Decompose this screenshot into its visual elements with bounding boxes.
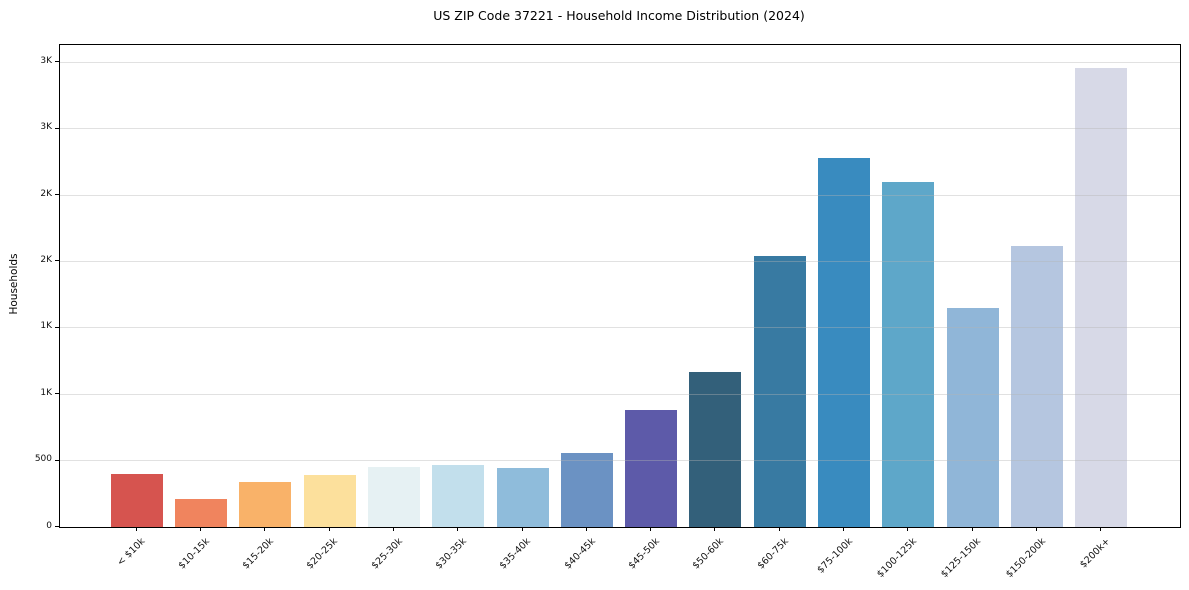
- x-tick-mark: [1035, 527, 1037, 531]
- bar: [239, 481, 292, 527]
- x-tick-mark: [1100, 527, 1102, 531]
- x-tick-label: $35-40k: [497, 536, 534, 572]
- x-tick-mark: [650, 527, 652, 531]
- x-tick-label: $50-60k: [690, 536, 727, 572]
- y-tick-mark: [55, 459, 59, 461]
- y-tick-mark: [55, 393, 59, 395]
- gridline: [60, 393, 1180, 395]
- x-tick-label: $10-15k: [176, 536, 212, 572]
- gridline: [60, 128, 1180, 130]
- bar: [1075, 68, 1128, 527]
- x-tick-mark: [392, 527, 394, 531]
- bar: [110, 473, 163, 527]
- gridline: [60, 460, 1180, 462]
- y-tick-mark: [55, 260, 59, 262]
- x-tick-mark: [585, 527, 587, 531]
- x-tick-label: $150-200k: [1003, 536, 1048, 581]
- bar: [175, 499, 227, 527]
- y-tick-label: 1K: [40, 321, 52, 332]
- x-tick-label: < $10k: [115, 536, 148, 569]
- chart-title: US ZIP Code 37221 - Household Income Dis…: [433, 8, 805, 23]
- bar: [303, 474, 356, 527]
- x-tick-label: $60-75k: [755, 536, 791, 572]
- x-tick-mark: [714, 527, 716, 531]
- x-tick-label: $25-30k: [369, 536, 405, 572]
- bar: [1010, 246, 1063, 527]
- x-tick-mark: [843, 527, 844, 531]
- x-tick-label: $30-35k: [433, 536, 469, 572]
- bar: [496, 467, 549, 527]
- x-tick-mark: [200, 527, 201, 531]
- gridline: [60, 260, 1180, 262]
- x-tick-mark: [907, 527, 909, 531]
- x-tick-label: $45-50k: [626, 536, 662, 572]
- bar: [432, 464, 485, 527]
- bar: [560, 452, 613, 527]
- bar: [753, 256, 806, 527]
- bar: [818, 157, 870, 527]
- y-tick-mark: [55, 61, 59, 63]
- x-tick-mark: [971, 527, 973, 531]
- x-tick-label: $100-125k: [875, 536, 920, 581]
- x-tick-label: $125-150k: [939, 536, 984, 581]
- y-tick-label: 1K: [40, 387, 52, 398]
- y-tick-mark: [55, 526, 59, 527]
- gridline: [60, 61, 1180, 63]
- bar: [946, 307, 999, 527]
- y-tick-label: 2K: [40, 188, 52, 199]
- x-tick-label: $75-100k: [815, 536, 855, 576]
- y-tick-label: 3K: [40, 55, 52, 66]
- x-tick-label: $20-25k: [304, 536, 341, 572]
- y-tick-label: 500: [34, 454, 52, 465]
- x-tick-mark: [521, 527, 523, 531]
- y-tick-label: 2K: [40, 254, 52, 265]
- x-tick-mark: [457, 527, 459, 531]
- plot-area: [59, 44, 1181, 528]
- bar: [882, 182, 935, 527]
- y-tick-mark: [55, 127, 59, 129]
- x-tick-mark: [264, 527, 266, 531]
- y-tick-label: 0: [46, 520, 52, 531]
- x-tick-label: $200k+: [1077, 536, 1112, 571]
- y-tick-mark: [55, 326, 59, 328]
- y-tick-mark: [55, 194, 59, 196]
- bar: [625, 410, 678, 527]
- bar: [367, 466, 420, 527]
- x-tick-mark: [778, 527, 780, 531]
- x-tick-label: $40-45k: [562, 536, 598, 572]
- x-tick-mark: [135, 527, 137, 531]
- gridline: [60, 194, 1180, 196]
- x-tick-label: $15-20k: [240, 536, 277, 572]
- gridline: [60, 327, 1180, 329]
- bar: [689, 372, 742, 527]
- x-tick-mark: [328, 527, 330, 531]
- y-tick-label: 3K: [40, 122, 52, 133]
